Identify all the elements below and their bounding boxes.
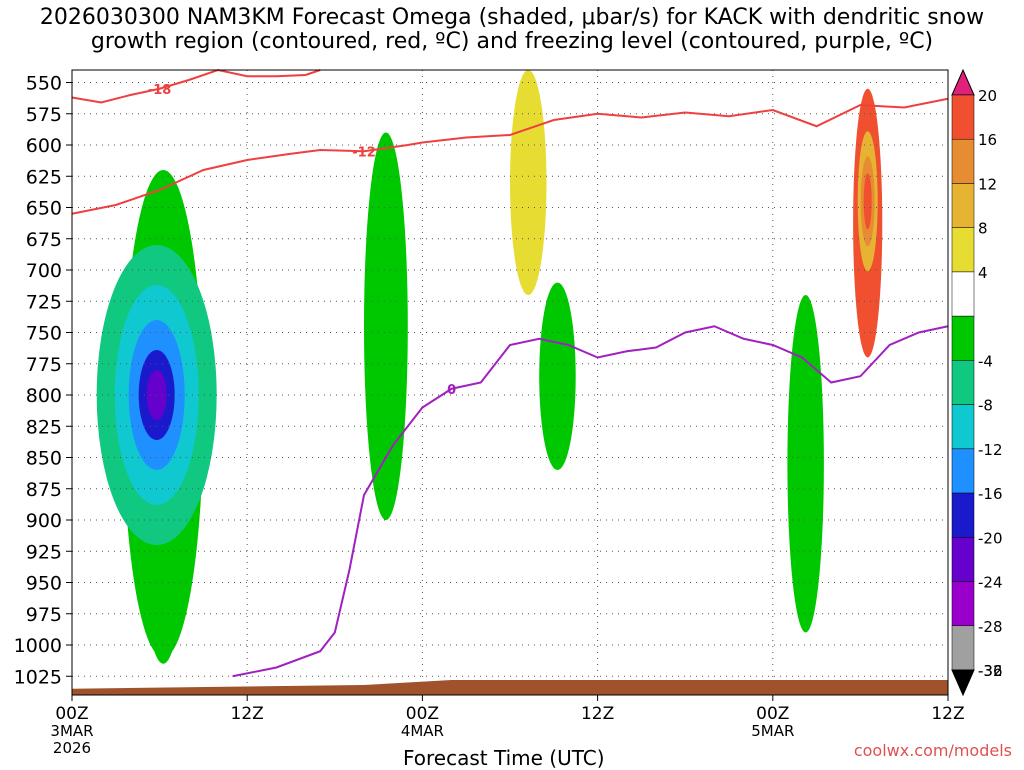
colorbar-label: -16 [978,485,1003,503]
y-tick-label: 875 [26,479,62,501]
y-tick-label: 1000 [14,635,62,657]
x-tick-label: 00Z [55,704,88,724]
x-tick-year-label: 2026 [53,739,91,757]
y-tick-label: 675 [26,229,62,251]
colorbar-label: -24 [978,574,1003,592]
dendritic-snow-growth-contour-label: -18 [148,83,172,98]
dendritic-snow-growth-contour [71,68,321,104]
colorbar-bin [951,94,975,140]
y-tick-label: 750 [26,323,62,345]
colorbar-label: 8 [978,220,988,238]
colorbar-label: -12 [978,441,1003,459]
colorbar-label: 12 [978,175,997,193]
x-tick-label: 12Z [931,704,964,724]
colorbar-bin [951,271,975,317]
colorbar-bin [951,448,975,494]
y-tick-label: 925 [26,541,62,563]
y-tick-label: 725 [26,291,62,313]
x-tick-date-label: 4MAR [401,722,444,740]
omega-region-late-ascent-band [787,295,824,633]
x-tick-date-label: 3MAR [50,722,93,740]
colorbar-bin [951,227,975,273]
y-tick-label: 550 [26,73,62,95]
x-tick-label: 00Z [406,704,439,724]
y-tick-label: 625 [26,166,62,188]
colorbar-bin [951,537,975,582]
colorbar-label: 20 [978,87,997,105]
y-tick-label: 975 [26,604,62,626]
colorbar-label: -8 [978,397,993,415]
colorbar-bin [951,138,975,184]
plot-frame [71,69,949,696]
colorbar-label: -36 [978,662,1003,680]
colorbar-label: -28 [978,618,1003,636]
x-tick-label: 00Z [756,704,789,724]
terrain-ground [72,680,948,695]
y-tick-label: 800 [26,385,62,407]
y-tick-label: 900 [26,510,62,532]
y-tick-label: 950 [26,573,62,595]
colorbar-bin [951,183,975,228]
freezing-level-contour-label: 0 [447,383,456,398]
colorbar-label: -4 [978,352,993,370]
x-axis-label: Forecast Time (UTC) [403,746,605,770]
colorbar-bin [951,625,975,671]
freezing-level-contour [232,325,949,678]
colorbar-cap-top [951,68,975,96]
y-tick-label: 600 [26,135,62,157]
x-tick-label: 12Z [231,704,264,724]
title-line-2: growth region (contoured, red, ºC) and f… [90,29,934,54]
y-tick-label: 825 [26,416,62,438]
colorbar-bin [951,581,975,627]
colorbar-label: -20 [978,529,1003,547]
y-tick-label: 700 [26,260,62,282]
dendritic-snow-growth-contour-label: -12 [352,145,376,160]
y-tick-label: 850 [26,448,62,470]
colorbar-label: -32 [978,662,1003,680]
y-tick-label: 1025 [14,666,62,688]
colorbar-label: 16 [978,131,997,149]
omega-region-mid-ascent-band [539,282,576,470]
omega-descent-shade [863,173,872,230]
colorbar-bin [951,492,975,538]
title-line-1: 2026030300 NAM3KM Forecast Omega (shaded… [39,5,985,30]
credit-text: coolwx.com/models [853,741,1012,760]
dendritic-snow-growth-contour [71,97,949,215]
colorbar-bin [951,360,975,405]
colorbar-bin [951,315,975,361]
x-tick-date-label: 5MAR [751,722,794,740]
x-tick-label: 12Z [581,704,614,724]
chart-title: 2026030300 NAM3KM Forecast Omega (shaded… [0,6,1024,54]
y-tick-label: 575 [26,104,62,126]
colorbar-label: 4 [978,264,988,282]
y-tick-label: 775 [26,354,62,376]
colorbar-cap-bottom [951,669,975,697]
omega-region-early-weak-ascent-b [364,132,408,520]
omega-region-upper-descent-a [510,70,547,295]
y-tick-label: 650 [26,198,62,220]
colorbar-bin [951,404,975,450]
